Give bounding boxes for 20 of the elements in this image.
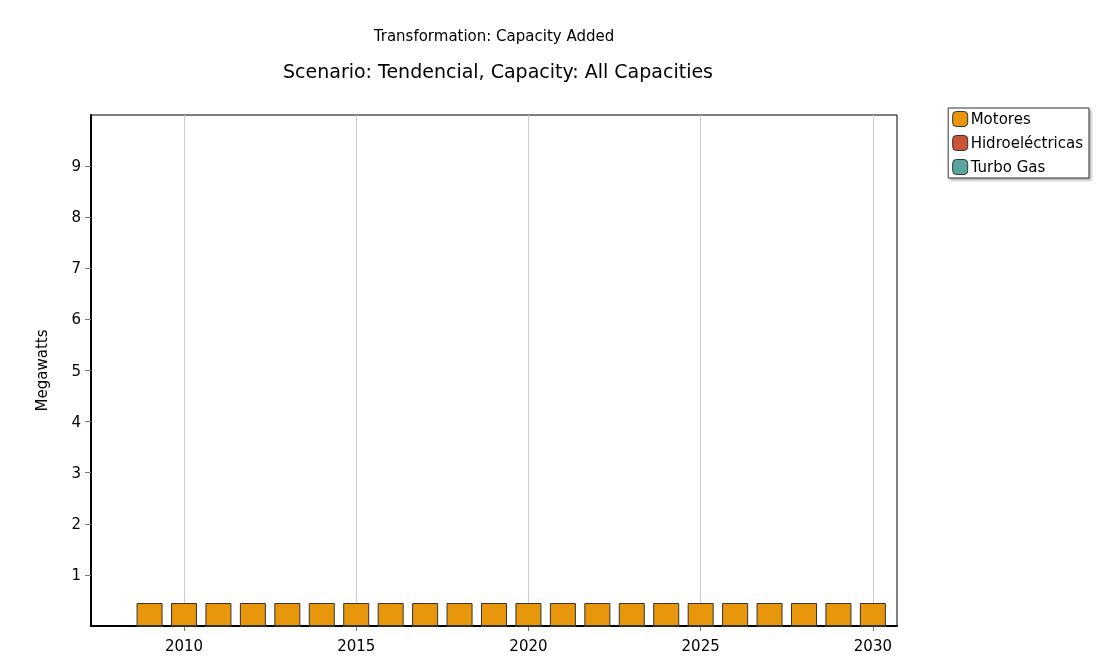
y-axis-title: Megawatts <box>32 329 51 412</box>
legend-label: Turbo Gas <box>969 158 1046 176</box>
y-tick-label: 6 <box>71 310 81 329</box>
legend-label: Motores <box>970 110 1031 128</box>
y-tick-label: 7 <box>71 259 81 278</box>
legend-label: Hidroeléctricas <box>970 134 1084 152</box>
x-tick-label: 2010 <box>164 636 204 655</box>
x-tick-label: 2015 <box>337 636 376 655</box>
y-tick-label: 4 <box>71 412 81 431</box>
y-tick-label: 5 <box>71 361 81 380</box>
y-tick-label: 3 <box>71 463 81 482</box>
x-tick-label: 2030 <box>853 636 892 655</box>
x-tick-label: 2025 <box>681 636 720 655</box>
y-tick-label: 1 <box>71 565 81 584</box>
y-tick-label: 9 <box>71 157 81 176</box>
y-tick-label: 8 <box>71 208 81 227</box>
x-tick-label: 2020 <box>509 636 548 655</box>
y-tick-label: 2 <box>71 514 81 533</box>
chart-subtitle: Scenario: Tendencial, Capacity: All Capacities <box>282 59 714 82</box>
chart-title: Transformation: Capacity Added <box>372 26 615 45</box>
